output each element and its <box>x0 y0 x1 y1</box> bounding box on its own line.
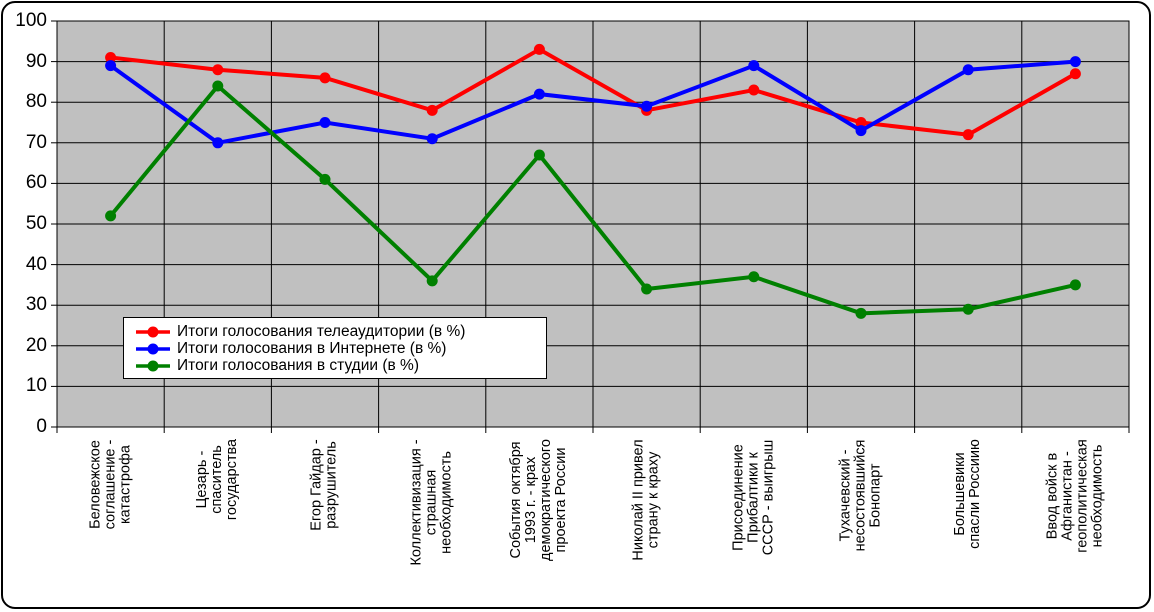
y-axis-tick-label: 50 <box>25 213 47 234</box>
x-axis-label-text: Тухачевский - несостоявшийся Бонопарт <box>837 439 884 551</box>
series-0-point-6 <box>748 84 760 96</box>
series-2-point-1 <box>212 80 224 92</box>
series-line-2 <box>109 83 1076 316</box>
series-0-point-7 <box>855 117 867 128</box>
series-1-point-8 <box>962 64 974 76</box>
series-0-point-9 <box>1069 68 1081 80</box>
x-axis-label-text: Егор Гайдар - разрушитель <box>309 438 341 531</box>
x-axis-label-text: Цезарь - спаситель государства <box>194 438 241 521</box>
x-axis-label-text: Присоединение Прибалтики к СССР - выигры… <box>730 439 777 555</box>
y-axis-tick-label: 80 <box>25 91 47 113</box>
x-axis-label-text: Ввод войск в Афганистан - геополитическа… <box>1044 438 1106 553</box>
y-axis-tick-label: 70 <box>25 131 47 153</box>
x-axis-label: Ввод войск в Афганистан - геополитическа… <box>1022 437 1129 609</box>
y-axis-tick-label: 40 <box>25 253 47 275</box>
legend: Итоги голосования телеаудитории (в %) Ито… <box>123 317 547 379</box>
series-2-point-7 <box>855 307 867 319</box>
series-0-point-4 <box>533 43 545 55</box>
legend-item: Итоги голосования телеаудитории (в %) <box>136 323 540 340</box>
series-2-point-0 <box>105 210 117 222</box>
x-axis-label-text: Беловежское соглашение - катастрофа <box>86 439 133 529</box>
series-2-point-4 <box>533 149 545 161</box>
y-axis-tick-label: 60 <box>25 172 47 194</box>
series-1-point-9 <box>1069 56 1081 68</box>
series-2-point-6 <box>748 271 760 283</box>
x-axis-label-text: События октября 1993 г. - крах демократи… <box>508 439 570 561</box>
series-1-point-1 <box>212 137 224 149</box>
legend-item: Итоги голосования в Интернете (в %) <box>136 340 540 357</box>
y-axis-tick-label: 30 <box>25 294 47 316</box>
series-line-0 <box>110 47 1077 137</box>
x-axis-label: Большевики спасли Россиию <box>915 437 1022 609</box>
x-axis-label: Коллективизация - страшная необходимость <box>379 437 486 609</box>
legend-label: Итоги голосования в студии (в %) <box>177 357 419 374</box>
x-axis-label-text: Коллективизация - страшная необходимость <box>408 438 455 566</box>
series-0-point-1 <box>212 64 224 76</box>
series-1-point-7 <box>855 125 867 137</box>
y-axis-tick-label: 10 <box>25 375 47 397</box>
x-axis-label: Николай II привел страну к краху <box>593 437 700 609</box>
y-axis-tick-label: 0 <box>36 416 47 437</box>
series-2-point-3 <box>426 275 438 287</box>
x-axis-label: Тухачевский - несостоявшийся Бонопарт <box>807 437 914 609</box>
series-1-point-2 <box>319 117 331 128</box>
series-0-point-3 <box>426 104 438 116</box>
x-axis-label: Егор Гайдар - разрушитель <box>271 437 378 609</box>
y-axis-tick-label: 20 <box>25 334 47 356</box>
legend-label: Итоги голосования телеаудитории (в %) <box>177 323 466 340</box>
series-2-point-9 <box>1069 279 1081 291</box>
x-axis-label: События октября 1993 г. - крах демократи… <box>486 437 593 609</box>
legend-marker-icon <box>136 326 170 337</box>
legend-item: Итоги голосования в студии (в %) <box>136 357 540 374</box>
series-1-point-4 <box>533 88 545 100</box>
series-2-point-2 <box>319 173 331 185</box>
x-axis-label-text: Большевики спасли Россиию <box>952 439 984 549</box>
legend-marker-icon <box>136 343 170 354</box>
y-axis-tick-label: 100 <box>15 10 47 31</box>
series-2-point-5 <box>641 283 653 295</box>
series-0-point-0 <box>105 52 117 64</box>
series-1-point-3 <box>426 133 438 145</box>
series-0-point-8 <box>962 129 974 141</box>
legend-marker-icon <box>136 360 170 371</box>
series-2-point-8 <box>962 303 974 315</box>
series-1-point-6 <box>748 60 760 72</box>
legend-label: Итоги голосования в Интернете (в %) <box>177 340 447 357</box>
x-axis-label: Цезарь - спаситель государства <box>164 437 271 609</box>
x-axis-label: Присоединение Прибалтики к СССР - выигры… <box>700 437 807 609</box>
series-1-point-5 <box>641 100 653 112</box>
series-1-point-0 <box>105 60 117 72</box>
series-0-point-2 <box>319 72 331 84</box>
y-axis-tick-label: 90 <box>25 50 47 72</box>
x-axis-label-text: Николай II привел страну к краху <box>630 438 662 561</box>
x-axis-label: Беловежское соглашение - катастрофа <box>57 437 164 609</box>
